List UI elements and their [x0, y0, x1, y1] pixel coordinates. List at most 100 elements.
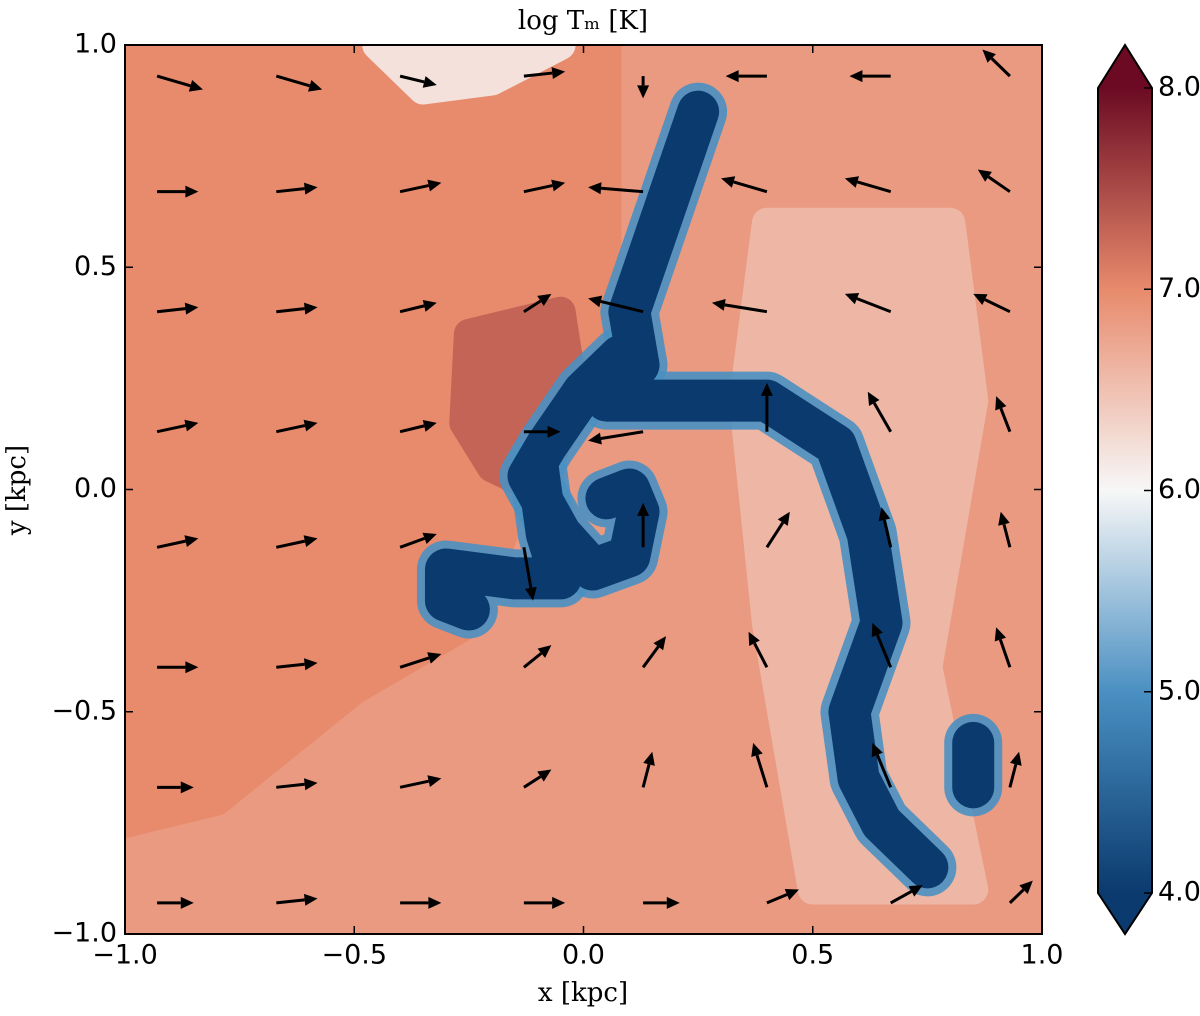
- arrow-head: [537, 769, 552, 782]
- arrow-shaft: [856, 297, 892, 314]
- arrow-head: [427, 652, 442, 664]
- velocity-arrow: [399, 652, 442, 669]
- arrow-shaft: [872, 402, 892, 433]
- velocity-arrow: [637, 76, 650, 99]
- arrow-head: [303, 535, 318, 547]
- x-tick-label: −1.0: [92, 940, 158, 971]
- velocity-arrow: [711, 298, 768, 314]
- arrow-shaft: [399, 779, 429, 789]
- velocity-arrow: [156, 302, 199, 315]
- arrow-shaft: [523, 775, 542, 789]
- arrow-head: [977, 169, 992, 182]
- arrow-head: [422, 76, 437, 88]
- arrow-shaft: [523, 71, 553, 78]
- arrow-head: [844, 176, 860, 188]
- colorbar-tick-label: 4.0: [1158, 877, 1200, 908]
- velocity-arrow: [760, 382, 773, 432]
- velocity-arrow: [275, 74, 323, 92]
- arrow-head: [304, 302, 318, 315]
- arrow-head: [588, 432, 602, 445]
- arrow-shaft: [724, 303, 768, 314]
- arrow-shaft: [600, 430, 644, 441]
- velocity-arrow: [849, 70, 891, 83]
- arrow-head: [551, 67, 566, 80]
- arrow-head: [303, 419, 318, 432]
- arrow-shaft: [765, 521, 785, 549]
- velocity-arrow: [871, 622, 893, 668]
- arrow-shaft: [156, 307, 186, 314]
- arrow-shaft: [755, 754, 769, 788]
- arrow-shaft: [733, 180, 768, 194]
- arrow-head: [994, 627, 1007, 642]
- velocity-arrow: [844, 176, 892, 194]
- velocity-arrow: [157, 185, 199, 198]
- arrow-shaft: [276, 782, 305, 789]
- x-tick-label: 1.0: [1021, 940, 1064, 971]
- axes: −1.0 −0.5 0.0 0.5 1.0 −1.0 −0.5 0.0 0.5 1.0: [51, 29, 1063, 971]
- arrow-shaft: [275, 539, 306, 549]
- arrow-head: [547, 425, 561, 438]
- velocity-arrow: [878, 507, 893, 548]
- arrow-head: [751, 742, 763, 758]
- arrow-head: [427, 775, 442, 788]
- velocity-arrow: [725, 70, 767, 83]
- y-axis-label: y [kpc]: [2, 445, 32, 536]
- cold-filament: [424, 446, 582, 631]
- velocity-arrow: [588, 430, 644, 445]
- arrow-shaft: [1008, 888, 1025, 904]
- arrow-shaft: [856, 180, 892, 194]
- y-tick-label: −1.0: [51, 918, 117, 949]
- arrow-head: [422, 300, 437, 312]
- colorbar-tick-label: 6.0: [1158, 474, 1200, 505]
- velocity-arrow: [399, 775, 442, 789]
- arrow-head: [748, 631, 760, 647]
- arrow-shaft: [399, 184, 429, 194]
- arrow-head: [551, 179, 566, 192]
- velocity-arrow: [751, 742, 769, 788]
- field: [125, 45, 1042, 934]
- velocity-arrow: [641, 636, 667, 669]
- arrow-shaft: [523, 299, 542, 313]
- velocity-arrow: [275, 535, 318, 549]
- velocity-arrow: [766, 888, 799, 905]
- arrow-shaft: [753, 642, 769, 668]
- colorbar-tick-label: 8.0: [1158, 72, 1200, 103]
- arrow-shaft: [399, 656, 430, 669]
- arrow-shaft: [156, 74, 191, 88]
- arrow-head: [188, 80, 203, 92]
- arrow-shaft: [275, 74, 311, 88]
- colorbar: 4.0 5.0 6.0 7.0 8.0: [1097, 43, 1200, 936]
- y-tick-label: 1.0: [74, 29, 117, 60]
- velocity-arrow: [157, 661, 199, 674]
- arrow-head: [867, 391, 880, 406]
- arrow-shaft: [999, 407, 1012, 433]
- arrow-head: [844, 293, 860, 305]
- velocity-arrow: [399, 420, 437, 434]
- cold-filament: [608, 90, 720, 387]
- arrow-head: [784, 888, 799, 901]
- velocity-arrow: [523, 67, 566, 80]
- velocity-arrow: [523, 896, 566, 909]
- arrow-head: [180, 781, 194, 794]
- arrow-shaft: [1002, 523, 1012, 548]
- arrow-head: [304, 893, 318, 906]
- colorbar-tick-label: 5.0: [1158, 675, 1200, 706]
- velocity-arrow: [399, 532, 437, 549]
- arrow-head: [637, 502, 650, 516]
- velocity-arrow: [276, 302, 318, 315]
- y-tick-label: 0.5: [74, 251, 117, 282]
- arrow-head: [998, 511, 1010, 526]
- arrow-head: [982, 49, 996, 63]
- arrow-head: [184, 419, 199, 432]
- arrow-head: [871, 742, 883, 758]
- velocity-arrow: [982, 49, 1011, 78]
- x-tick-label: 0.5: [791, 940, 834, 971]
- arrow-shaft: [276, 898, 305, 905]
- arrow-shaft: [276, 662, 305, 669]
- arrow-head: [760, 382, 773, 396]
- arrow-shaft: [998, 639, 1012, 668]
- arrow-shaft: [399, 74, 425, 84]
- arrow-head: [721, 176, 736, 188]
- velocity-arrow: [523, 293, 552, 313]
